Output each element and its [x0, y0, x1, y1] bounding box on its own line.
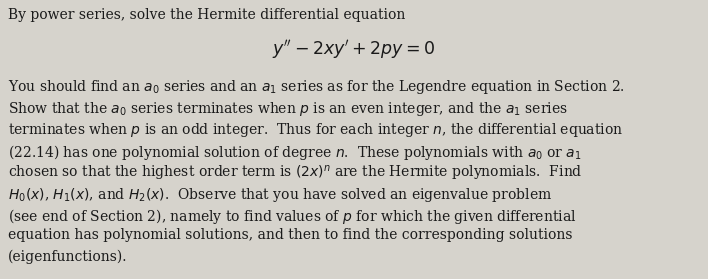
Text: $y'' - 2xy' + 2py = 0$: $y'' - 2xy' + 2py = 0$ — [273, 38, 435, 61]
Text: (eigenfunctions).: (eigenfunctions). — [8, 250, 127, 264]
Text: Show that the $a_0$ series terminates when $p$ is an even integer, and the $a_1$: Show that the $a_0$ series terminates wh… — [8, 100, 568, 117]
Text: $H_0(x)$, $H_1(x)$, and $H_2(x)$.  Observe that you have solved an eigenvalue pr: $H_0(x)$, $H_1(x)$, and $H_2(x)$. Observ… — [8, 186, 552, 203]
Text: equation has polynomial solutions, and then to find the corresponding solutions: equation has polynomial solutions, and t… — [8, 229, 573, 242]
Text: By power series, solve the Hermite differential equation: By power series, solve the Hermite diffe… — [8, 8, 406, 22]
Text: terminates when $p$ is an odd integer.  Thus for each integer $n$, the different: terminates when $p$ is an odd integer. T… — [8, 121, 623, 139]
Text: (22.14) has one polynomial solution of degree $n$.  These polynomials with $a_0$: (22.14) has one polynomial solution of d… — [8, 143, 582, 162]
Text: (see end of Section 2), namely to find values of $p$ for which the given differe: (see end of Section 2), namely to find v… — [8, 207, 576, 226]
Text: chosen so that the highest order term is $(2x)^n$ are the Hermite polynomials.  : chosen so that the highest order term is… — [8, 164, 583, 183]
Text: You should find an $a_0$ series and an $a_1$ series as for the Legendre equation: You should find an $a_0$ series and an $… — [8, 78, 625, 96]
